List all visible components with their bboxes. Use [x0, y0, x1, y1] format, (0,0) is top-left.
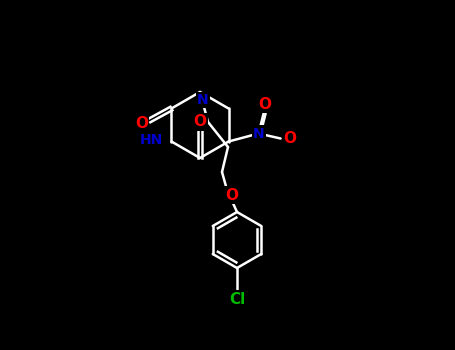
- Text: O: O: [193, 114, 207, 130]
- Text: HN: HN: [140, 133, 163, 147]
- Text: O: O: [258, 97, 271, 112]
- Text: O: O: [135, 116, 148, 131]
- Text: Cl: Cl: [229, 292, 245, 307]
- Text: N: N: [253, 126, 264, 140]
- Text: O: O: [226, 188, 238, 203]
- Text: N: N: [197, 93, 209, 107]
- Text: O: O: [283, 131, 296, 146]
